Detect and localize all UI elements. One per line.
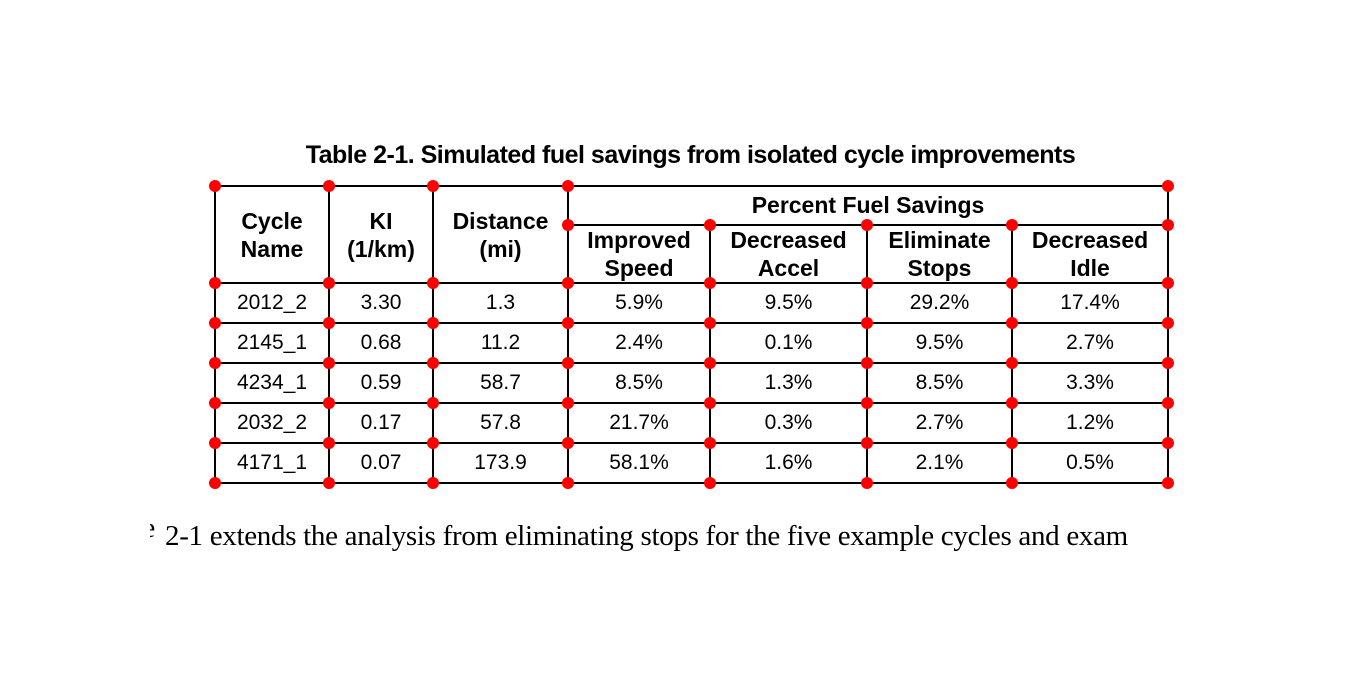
cell-improved-speed: 2.4% <box>567 322 711 365</box>
col-header-distance: Distance (mi) <box>432 184 569 285</box>
cell-eliminate-stops: 2.7% <box>866 402 1013 445</box>
cell-decreased-idle: 3.3% <box>1010 362 1170 405</box>
cell-decreased-idle: 1.2% <box>1010 402 1170 445</box>
cell-cycle-name: 2012_2 <box>214 282 330 325</box>
cell-decreased-idle: 0.5% <box>1010 442 1170 485</box>
cell-ki: 0.07 <box>328 442 434 485</box>
fuel-savings-table: Cycle Name KI (1/km) Distance (mi) Perce… <box>214 184 1170 485</box>
col-header-eliminate-stops: Eliminate Stops <box>866 223 1013 285</box>
table-row: 2145_1 0.68 11.2 2.4% 0.1% 9.5% 2.7% <box>214 322 1170 365</box>
cell-cycle-name: 2145_1 <box>214 322 330 365</box>
cell-ki: 0.17 <box>328 402 434 445</box>
header-row-sub: Improved Speed Decreased Accel Eliminate… <box>215 223 1170 285</box>
cell-distance: 173.9 <box>432 442 569 485</box>
cell-decreased-accel: 0.1% <box>709 322 868 365</box>
cell-eliminate-stops: 29.2% <box>866 282 1013 325</box>
cell-eliminate-stops: 9.5% <box>866 322 1013 365</box>
cell-cycle-name: 2032_2 <box>214 402 330 445</box>
table-row: 2032_2 0.17 57.8 21.7% 0.3% 2.7% 1.2% <box>214 402 1170 445</box>
cell-distance: 57.8 <box>432 402 569 445</box>
table-row: 4234_1 0.59 58.7 8.5% 1.3% 8.5% 3.3% <box>214 362 1170 405</box>
cell-ki: 3.30 <box>328 282 434 325</box>
cell-decreased-accel: 1.6% <box>709 442 868 485</box>
col-header-decreased-accel: Decreased Accel <box>709 223 868 285</box>
cell-ki: 0.59 <box>328 362 434 405</box>
caption: e 2-1 extends the analysis from eliminati… <box>150 512 1128 553</box>
cell-cycle-name: 4234_1 <box>214 362 330 405</box>
cell-eliminate-stops: 2.1% <box>866 442 1013 485</box>
cell-distance: 11.2 <box>432 322 569 365</box>
col-header-improved-speed: Improved Speed <box>567 223 711 285</box>
cell-eliminate-stops: 8.5% <box>866 362 1013 405</box>
caption-left-fragment: e <box>150 512 155 545</box>
cell-ki: 0.68 <box>328 322 434 365</box>
cell-decreased-accel: 1.3% <box>709 362 868 405</box>
cell-improved-speed: 21.7% <box>567 402 711 445</box>
cell-distance: 1.3 <box>432 282 569 325</box>
table-row: 4171_1 0.07 173.9 58.1% 1.6% 2.1% 0.5% <box>214 442 1170 485</box>
cell-decreased-idle: 17.4% <box>1010 282 1170 325</box>
col-header-decreased-idle: Decreased Idle <box>1010 223 1170 285</box>
col-header-cycle-name: Cycle Name <box>214 184 330 285</box>
cell-improved-speed: 8.5% <box>567 362 711 405</box>
cell-cycle-name: 4171_1 <box>214 442 330 485</box>
cell-improved-speed: 58.1% <box>567 442 711 485</box>
cell-decreased-accel: 0.3% <box>709 402 868 445</box>
cell-decreased-accel: 9.5% <box>709 282 868 325</box>
table-title: Table 2-1. Simulated fuel savings from i… <box>305 141 1076 169</box>
cell-distance: 58.7 <box>432 362 569 405</box>
group-header-percent-fuel-savings: Percent Fuel Savings <box>566 185 1170 226</box>
cell-improved-speed: 5.9% <box>567 282 711 325</box>
table-row: 2012_2 3.30 1.3 5.9% 9.5% 29.2% 17.4% <box>214 282 1170 325</box>
cell-decreased-idle: 2.7% <box>1010 322 1170 365</box>
header-row-group: Cycle Name KI (1/km) Distance (mi) Perce… <box>214 184 1170 285</box>
col-header-ki: KI (1/km) <box>328 184 434 285</box>
caption-text: 2-1 extends the analysis from eliminatin… <box>165 520 1128 552</box>
